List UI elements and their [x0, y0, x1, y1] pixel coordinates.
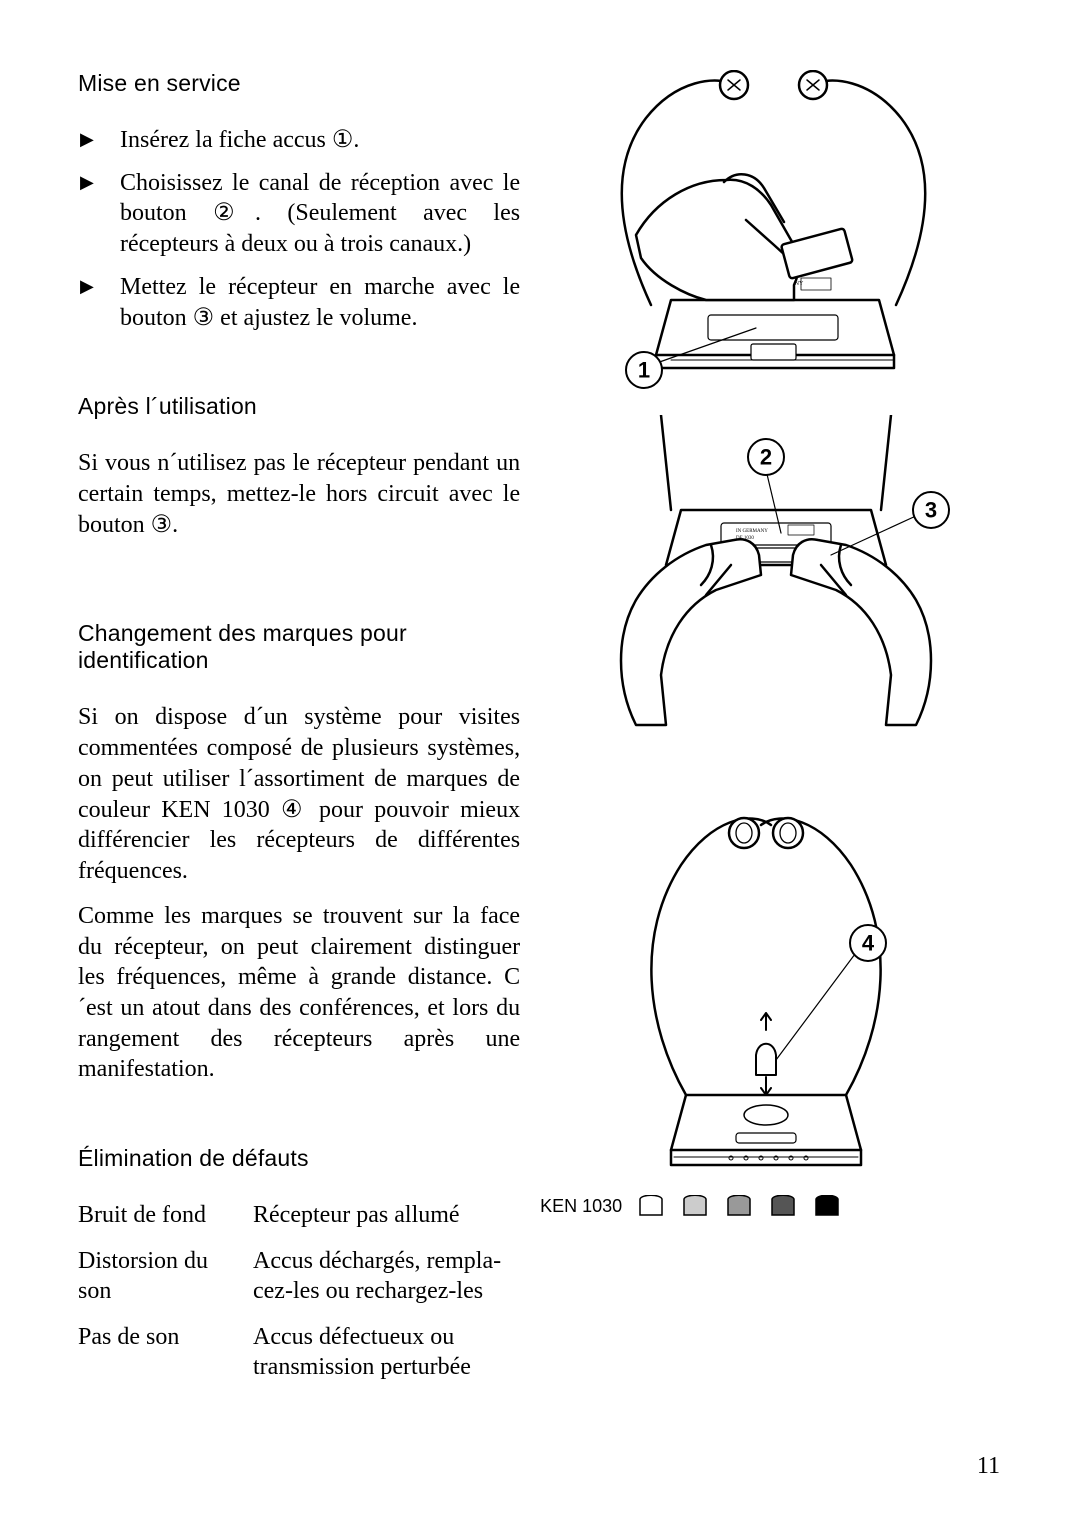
cell-problem: Pas de son [78, 1322, 253, 1398]
cell-cause: Accus défectueux ou transmission perturb… [253, 1322, 520, 1398]
text-column: Mise en service Insérez la fiche accus ①… [78, 70, 530, 1398]
page-number: 11 [977, 1453, 1000, 1480]
tag-icon [812, 1195, 842, 1217]
list-item: Mettez le récepteur en marche avec le bo… [78, 272, 520, 333]
tag-icon [636, 1195, 666, 1217]
cell-cause: Accus déchargés, rempla-cez-les ou recha… [253, 1246, 520, 1322]
paragraph: Comme les marques se trouvent sur la fac… [78, 901, 520, 1085]
callout-1: 1 [638, 358, 650, 383]
tag-icon [724, 1195, 754, 1217]
ken-1030-row: KEN 1030 [540, 1195, 1002, 1217]
figure-3-color-marks: 4 [596, 795, 936, 1185]
figure-2-adjust-buttons: IN GERMANY DE 1030 2 3 [566, 415, 966, 755]
svg-text:IN GERMANY: IN GERMANY [736, 529, 768, 534]
callout-2: 2 [760, 445, 772, 470]
cell-problem: Distorsion du son [78, 1246, 253, 1322]
section-changement: Changement des marques pour identificati… [78, 620, 520, 1085]
mise-list: Insérez la fiche accus ①. Choisissez le … [78, 125, 520, 333]
table-row: Distorsion du son Accus déchargés, rempl… [78, 1246, 520, 1322]
heading-mise: Mise en service [78, 70, 520, 97]
figure-1-insert-battery: MADE IN GERMANY HDE 1030 1 [596, 70, 936, 405]
paragraph: Si vous n´utilisez pas le récepteur pend… [78, 448, 520, 540]
tag-icon [680, 1195, 710, 1217]
paragraph: Si on dispose d´un système pour visites … [78, 702, 520, 886]
defects-table: Bruit de fond Récepteur pas allumé Disto… [78, 1200, 520, 1398]
tag-icon [768, 1195, 798, 1217]
ken-label: KEN 1030 [540, 1196, 622, 1217]
heading-apres: Après l´utilisation [78, 393, 520, 420]
section-defauts: Élimination de défauts Bruit de fond Réc… [78, 1145, 520, 1398]
section-mise: Mise en service Insérez la fiche accus ①… [78, 70, 520, 333]
list-item: Insérez la fiche accus ①. [78, 125, 520, 156]
callout-4: 4 [862, 931, 875, 956]
list-item: Choisissez le canal de réception avec le… [78, 168, 520, 260]
section-apres: Après l´utilisation Si vous n´utilisez p… [78, 393, 520, 540]
heading-changement: Changement des marques pour identificati… [78, 620, 520, 674]
cell-cause: Récepteur pas allumé [253, 1200, 520, 1246]
heading-defauts: Élimination de défauts [78, 1145, 520, 1172]
table-row: Pas de son Accus défectueux ou transmiss… [78, 1322, 520, 1398]
table-row: Bruit de fond Récepteur pas allumé [78, 1200, 520, 1246]
illustration-column: MADE IN GERMANY HDE 1030 1 [530, 70, 1002, 1398]
callout-3: 3 [925, 498, 937, 523]
cell-problem: Bruit de fond [78, 1200, 253, 1246]
